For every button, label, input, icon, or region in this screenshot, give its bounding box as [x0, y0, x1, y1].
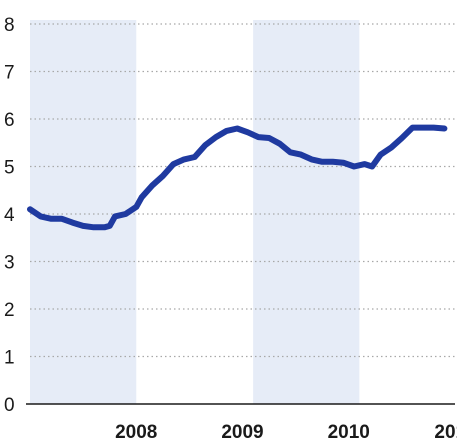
x-tick-label: 2011 — [434, 422, 457, 443]
shaded-period-0 — [30, 20, 137, 404]
y-tick-label: 2 — [4, 300, 15, 321]
x-tick-label: 2009 — [221, 422, 263, 443]
series — [27, 124, 448, 231]
y-axis-ticks: 0 1 2 3 4 5 6 7 8 — [4, 15, 15, 416]
gridlines — [30, 23, 455, 358]
y-tick-label: 6 — [4, 110, 15, 131]
y-tick-label: 3 — [4, 253, 15, 274]
x-tick-label: 2010 — [328, 422, 370, 443]
y-tick-label: 8 — [4, 15, 15, 36]
y-tick-label: 4 — [4, 205, 15, 226]
series-line-0 — [27, 124, 448, 231]
y-tick-label: 5 — [4, 158, 15, 179]
y-tick-label: 1 — [4, 348, 15, 369]
x-axis-ticks: 2008 2009 2010 2011 — [115, 422, 457, 443]
x-tick-label: 2008 — [115, 422, 157, 443]
y-tick-label: 0 — [4, 395, 15, 416]
shaded-periods — [30, 20, 360, 404]
shaded-period-1 — [253, 20, 360, 404]
y-tick-label: 7 — [4, 63, 15, 84]
